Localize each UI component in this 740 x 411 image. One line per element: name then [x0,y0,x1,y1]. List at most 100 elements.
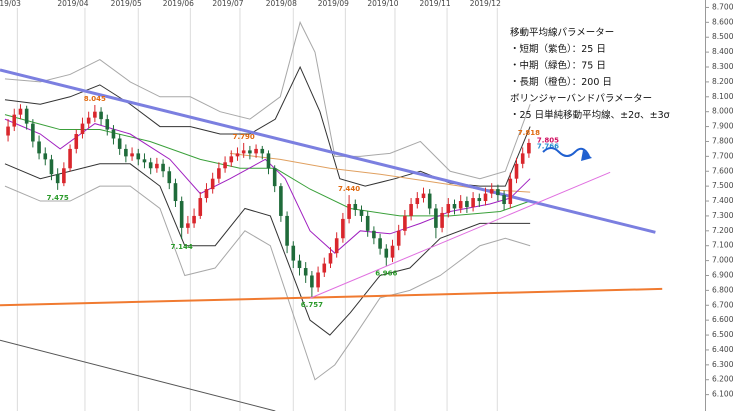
overlay-line [4,20,531,180]
candle-body [37,141,41,154]
x-tick-label: 2019/05 [111,0,142,8]
candle-body [353,204,358,210]
y-tick-label: 6.100 [712,390,734,399]
candle-body [341,218,345,239]
price-label: 7.144 [171,243,193,251]
candle-body [496,189,500,196]
candle-body [272,168,277,187]
y-tick-label: 8.100 [712,92,734,101]
candle-body [86,117,91,124]
y-tick-label: 7.700 [712,151,734,160]
note-text: ・短期（紫色）：25 日 [510,43,606,55]
candle-body [446,204,451,213]
candle-body [179,201,184,228]
candle-body [148,162,153,169]
candle-body [62,168,66,184]
candle-body [74,134,79,149]
overlay-line [4,185,531,381]
y-tick-label: 8.500 [712,32,734,41]
candle-body [359,209,364,216]
y-tick-label: 8.300 [712,62,734,71]
x-tick-label: 2019/06 [163,0,194,8]
note-text: ・25 日単純移動平均線、±2σ、±3σ [510,109,670,121]
overlay-line [0,287,663,307]
candles-layer [6,104,531,297]
candle-body [80,123,85,135]
candle-body [117,138,122,149]
y-tick-label: 8.400 [712,47,734,56]
candle-body [111,129,116,139]
candle-body [136,153,141,160]
candle-body [291,245,296,261]
price-label: 7.805 [537,137,559,145]
candle-body [403,215,407,231]
candle-body [365,215,370,231]
candle-body [186,223,190,228]
candle-body [31,123,35,142]
candle-body [471,198,475,207]
candle-body [328,253,333,264]
candle-body [279,186,283,216]
note-text: ボリンジャーバンドパラメーター [510,94,652,105]
price-label: 8.045 [84,95,106,103]
price-label: 7.818 [518,129,540,137]
overlay-line [4,118,531,254]
candle-body [260,148,265,154]
y-tick-label: 7.800 [712,136,734,145]
y-tick-label: 8.000 [712,107,734,116]
candle-body [477,198,482,202]
candle-body [266,153,271,169]
y-tick-label: 7.300 [712,211,734,220]
x-tick-label: 2019/08 [266,0,297,8]
candle-body [384,248,389,258]
candle-body [409,204,413,216]
candle-body [527,142,531,154]
y-tick-label: 6.400 [712,345,734,354]
candle-body [483,193,488,202]
price-label: 7.790 [233,133,255,141]
y-tick-label: 6.500 [712,330,734,339]
y-tick-label: 7.600 [712,166,734,175]
candle-body [24,108,29,124]
y-tick-label: 6.600 [712,315,734,324]
y-tick-label: 6.300 [712,360,734,369]
note-text: ・中期（緑色）：75 日 [510,60,606,72]
x-tick-label: 2019/12 [470,0,501,8]
candle-body [217,168,221,179]
candle-body [254,148,258,154]
candle-body [142,159,147,163]
candle-body [55,174,60,184]
candle-body [241,150,246,154]
candle-body [124,148,128,157]
price-label: 6.966 [375,270,397,278]
candle-body [452,204,457,209]
candle-body [303,268,308,276]
x-tick-label: 2019/03 [0,0,21,8]
y-tick-label: 7.100 [712,241,734,250]
candle-body [235,153,240,157]
candle-body [458,201,463,209]
candle-body [12,114,17,127]
x-tick-label: 2019/07 [212,0,243,8]
candle-body [415,198,420,205]
y-tick-label: 8.200 [712,77,734,86]
candle-body [99,111,103,120]
candle-body [465,201,469,207]
candle-body [285,215,289,246]
candle-body [130,153,134,157]
price-label: 6.757 [301,301,323,309]
y-tick-label: 6.900 [712,270,734,279]
y-tick-label: 7.900 [712,122,734,131]
candle-body [167,171,172,184]
overlay-line [0,339,276,411]
price-label: 7.766 [537,143,559,151]
candle-body [440,212,444,228]
candle-body [198,198,203,216]
y-tick-label: 8.700 [712,2,734,11]
y-tick-label: 7.500 [712,181,734,190]
candle-body [322,263,327,273]
candle-body [297,260,302,269]
x-tick-label: 2019/11 [419,0,450,8]
candle-body [334,238,339,254]
